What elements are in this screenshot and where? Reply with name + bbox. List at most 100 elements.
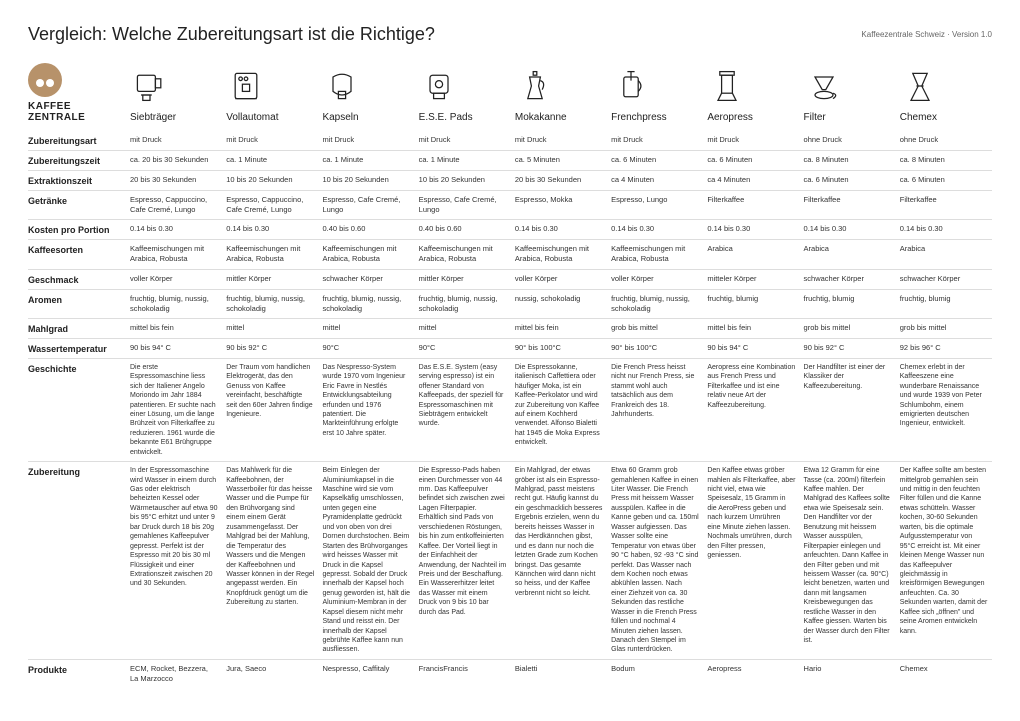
cell: ohne Druck: [800, 135, 896, 145]
cell: fruchtig, blumig, nussig, schokoladig: [222, 294, 318, 314]
table-row: Kosten pro Portion0.14 bis 0.300.14 bis …: [28, 220, 992, 240]
page-header: Vergleich: Welche Zubereitungsart ist di…: [28, 24, 992, 45]
cell: fruchtig, blumig: [703, 294, 799, 314]
cell: 0.14 bis 0.30: [126, 224, 222, 234]
vollautomat-icon: [226, 66, 266, 106]
cell: ca. 6 Minuten: [703, 155, 799, 165]
row-cells: 0.14 bis 0.300.14 bis 0.300.40 bis 0.600…: [126, 224, 992, 234]
cell: mit Druck: [415, 135, 511, 145]
kapseln-icon: [322, 66, 362, 106]
cell: fruchtig, blumig, nussig, schokoladig: [415, 294, 511, 314]
cell: Espresso, Mokka: [511, 195, 607, 215]
cell: fruchtig, blumig, nussig, schokoladig: [126, 294, 222, 314]
cell: Chemex erlebt in der Kaffeeszene eine wu…: [896, 363, 992, 457]
cell: Espresso, Cappuccino, Cafe Cremé, Lungo: [222, 195, 318, 215]
cell: Chemex: [896, 664, 992, 684]
row-label: Geschichte: [28, 363, 126, 374]
cell: 0.14 bis 0.30: [222, 224, 318, 234]
brand-line2: ZENTRALE: [28, 112, 85, 123]
cell: voller Körper: [126, 274, 222, 284]
cell: ca. 1 Minute: [318, 155, 414, 165]
cell: 90 bis 94° C: [126, 343, 222, 353]
row-cells: ECM, Rocket, Bezzera, La MarzoccoJura, S…: [126, 664, 992, 684]
filter-icon: [804, 66, 844, 106]
brand-block: KAFFEE ZENTRALE: [28, 63, 118, 123]
cell: 0.14 bis 0.30: [607, 224, 703, 234]
row-label: Extraktionszeit: [28, 175, 126, 186]
cell: ohne Druck: [896, 135, 992, 145]
cell: grob bis mittel: [896, 323, 992, 333]
cell: fruchtig, blumig, nussig, schokoladig: [607, 294, 703, 314]
table-row: Mahlgradmittel bis feinmittelmittelmitte…: [28, 319, 992, 339]
cell: mittel: [222, 323, 318, 333]
cell: mit Druck: [126, 135, 222, 145]
frenchpress-icon: [611, 66, 651, 106]
cell: mittel bis fein: [126, 323, 222, 333]
table-row: GeschichteDie erste Espressomaschine lie…: [28, 359, 992, 462]
cell: nussig, schokoladig: [511, 294, 607, 314]
cell: 10 bis 20 Sekunden: [318, 175, 414, 185]
cell: ca. 1 Minute: [415, 155, 511, 165]
method-label: Siebträger: [130, 112, 176, 123]
cell: Das Nespresso-System wurde 1970 vom Inge…: [318, 363, 414, 457]
cell: 0.14 bis 0.30: [703, 224, 799, 234]
row-cells: ca. 20 bis 30 Sekunden ca. 1 Minuteca. 1 …: [126, 155, 992, 165]
cell: Espresso, Cafe Cremé, Lungo: [415, 195, 511, 215]
row-cells: Espresso, Cappuccino, Cafe Cremé, LungoE…: [126, 195, 992, 215]
row-label: Zubereitungszeit: [28, 155, 126, 166]
cell: mit Druck: [703, 135, 799, 145]
cell: Die Espressokanne, italienisch Caffettie…: [511, 363, 607, 457]
method-label: Mokakanne: [515, 112, 567, 123]
cell: grob bis mittel: [607, 323, 703, 333]
cell: Kaffeemischungen mit Arabica, Robusta: [222, 244, 318, 264]
method-label: Frenchpress: [611, 112, 667, 123]
cell: fruchtig, blumig: [896, 294, 992, 314]
cell: Espresso, Cappuccino, Cafe Cremé, Lungo: [126, 195, 222, 215]
cell: 90° bis 100°C: [511, 343, 607, 353]
row-cells: Die erste Espressomaschine liess sich de…: [126, 363, 992, 457]
cell: voller Körper: [607, 274, 703, 284]
brand-line1: KAFFEE: [28, 101, 71, 112]
table-row: Zubereitungsartmit Druckmit Druckmit Dru…: [28, 131, 992, 151]
cell: ca. 20 bis 30 Sekunden: [126, 155, 222, 165]
cell: Filterkaffee: [896, 195, 992, 215]
cell: Kaffeemischungen mit Arabica, Robusta: [318, 244, 414, 264]
siebtraeger-icon: [130, 66, 170, 106]
cell: 90° bis 100°C: [607, 343, 703, 353]
cell: Kaffeemischungen mit Arabica, Robusta: [607, 244, 703, 264]
mokakanne-icon: [515, 66, 555, 106]
comparison-grid: Zubereitungsartmit Druckmit Druckmit Dru…: [28, 131, 992, 688]
method-col-kapseln: Kapseln: [318, 66, 414, 123]
table-row: Geschmackvoller Körpermittler Körperschw…: [28, 270, 992, 290]
cell: ca. 6 Minuten: [800, 175, 896, 185]
row-cells: mittel bis feinmittelmittelmittelmittel …: [126, 323, 992, 333]
method-col-chemex: Chemex: [896, 66, 992, 123]
row-cells: Kaffeemischungen mit Arabica, RobustaKaf…: [126, 244, 992, 264]
cell: Arabica: [703, 244, 799, 264]
method-col-ese: E.S.E. Pads: [415, 66, 511, 123]
cell: 0.40 bis 0.60: [415, 224, 511, 234]
cell: Aeropress eine Kombination aus French Pr…: [703, 363, 799, 457]
table-row: GetränkeEspresso, Cappuccino, Cafe Cremé…: [28, 191, 992, 220]
cell: 0.14 bis 0.30: [511, 224, 607, 234]
cell: mitteler Körper: [703, 274, 799, 284]
cell: 90 bis 94° C: [703, 343, 799, 353]
cell: Filterkaffee: [800, 195, 896, 215]
cell: schwacher Körper: [318, 274, 414, 284]
cell: voller Körper: [511, 274, 607, 284]
table-row: Wassertemperatur90 bis 94° C90 bis 92° C…: [28, 339, 992, 359]
cell: ca. 6 Minuten: [896, 175, 992, 185]
cell: 10 bis 20 Sekunden: [415, 175, 511, 185]
cell: mittel: [318, 323, 414, 333]
cell: mit Druck: [511, 135, 607, 145]
cell: Kaffeemischungen mit Arabica, Robusta: [415, 244, 511, 264]
table-row: ProdukteECM, Rocket, Bezzera, La Marzocc…: [28, 660, 992, 688]
aeropress-icon: [707, 66, 747, 106]
cell: schwacher Körper: [896, 274, 992, 284]
row-label: Geschmack: [28, 274, 126, 285]
cell: ca. 5 Minuten: [511, 155, 607, 165]
cell: Aeropress: [703, 664, 799, 684]
chemex-icon: [900, 66, 940, 106]
cell: ca 4 Minuten: [703, 175, 799, 185]
row-cells: 90 bis 94° C90 bis 92° C90°C90°C90° bis …: [126, 343, 992, 353]
